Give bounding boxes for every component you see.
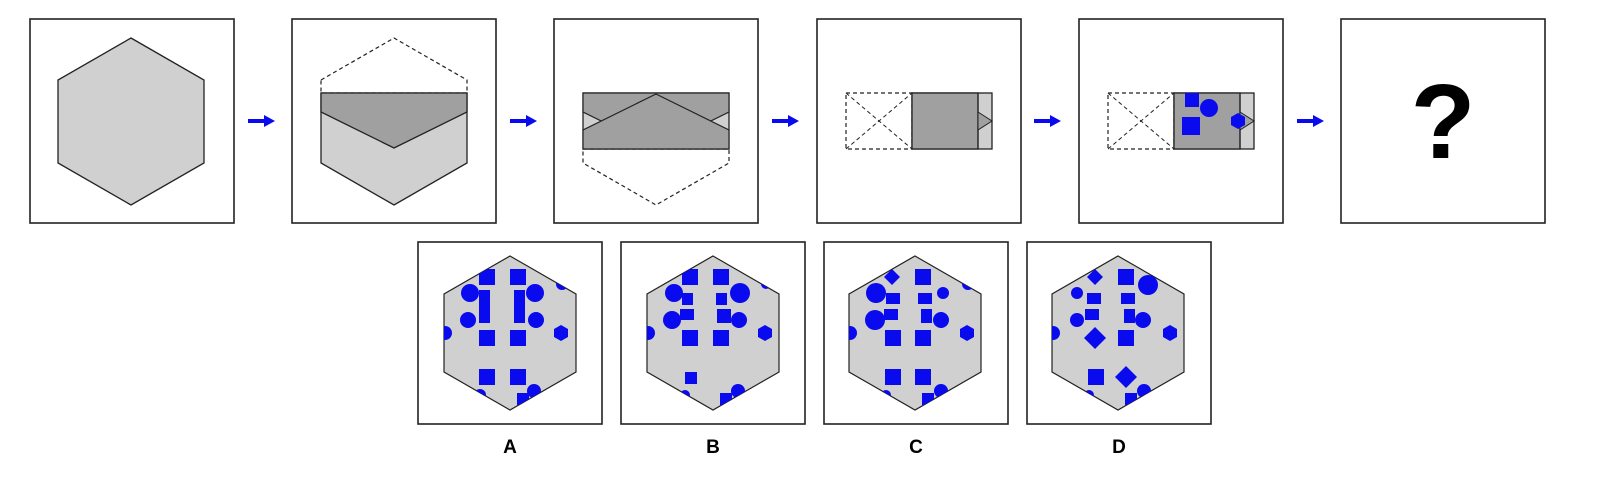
hexagon-icon bbox=[1231, 113, 1245, 129]
square-icon bbox=[918, 293, 932, 304]
square-icon bbox=[682, 293, 693, 305]
circle-icon bbox=[665, 284, 683, 302]
question-panel: ? bbox=[1340, 18, 1546, 224]
diamond-icon bbox=[1087, 269, 1103, 285]
square-icon bbox=[921, 309, 932, 323]
square-icon bbox=[1124, 309, 1135, 323]
strip-tip bbox=[977, 111, 993, 131]
square-icon bbox=[479, 369, 495, 385]
right-arrow-icon bbox=[248, 115, 275, 127]
circle-icon bbox=[1135, 312, 1151, 328]
right-arrow-icon bbox=[1297, 115, 1324, 127]
hexagon-sheet bbox=[57, 37, 205, 206]
step-1-panel bbox=[29, 18, 235, 224]
square-icon bbox=[510, 330, 526, 346]
fold-flap bbox=[320, 92, 468, 149]
circle-icon bbox=[1052, 326, 1060, 340]
square-icon bbox=[479, 290, 490, 323]
circle-icon bbox=[528, 312, 544, 328]
hexagon-icon bbox=[758, 325, 772, 341]
circle-icon bbox=[526, 284, 544, 302]
diamond-icon bbox=[1115, 366, 1137, 388]
square-icon bbox=[682, 269, 698, 285]
option-d[interactable] bbox=[1026, 241, 1212, 425]
square-icon bbox=[1121, 293, 1135, 304]
step-3-panel bbox=[553, 18, 759, 224]
hexagon-icon bbox=[554, 325, 568, 341]
square-icon bbox=[886, 293, 900, 304]
diamond-icon bbox=[1084, 327, 1106, 349]
circle-icon bbox=[1070, 313, 1084, 327]
square-icon bbox=[1088, 369, 1104, 385]
square-icon bbox=[1087, 293, 1101, 304]
square-icon bbox=[717, 309, 731, 323]
question-frame bbox=[1340, 18, 1546, 224]
circle-icon bbox=[866, 283, 886, 303]
circle-icon bbox=[1200, 99, 1218, 117]
square-icon bbox=[885, 330, 901, 346]
step-5-panel bbox=[1078, 18, 1284, 224]
fold-flap bbox=[911, 92, 979, 150]
circle-icon bbox=[663, 311, 681, 329]
option-d-label[interactable]: D bbox=[1112, 437, 1126, 458]
option-c-holes bbox=[849, 264, 974, 405]
option-c-label[interactable]: C bbox=[909, 437, 923, 458]
square-icon bbox=[514, 290, 525, 323]
square-icon bbox=[1085, 309, 1099, 320]
circle-icon bbox=[933, 312, 949, 328]
square-icon bbox=[716, 293, 727, 305]
square-icon bbox=[682, 330, 698, 346]
square-icon bbox=[915, 369, 931, 385]
question-mark: ? bbox=[1411, 63, 1476, 181]
circle-icon bbox=[731, 312, 747, 328]
circle-icon bbox=[1138, 275, 1158, 295]
option-a[interactable] bbox=[417, 241, 603, 425]
hexagon-icon bbox=[1163, 325, 1177, 341]
option-a-label[interactable]: A bbox=[503, 437, 517, 458]
right-arrow-icon bbox=[510, 115, 537, 127]
square-icon bbox=[713, 269, 729, 285]
square-icon bbox=[510, 269, 526, 285]
circle-icon bbox=[849, 326, 857, 340]
hexagon-icon bbox=[960, 325, 974, 341]
circle-icon bbox=[460, 312, 476, 328]
fold-flap-bottom bbox=[582, 93, 730, 150]
circle-icon bbox=[937, 287, 949, 299]
option-d-holes bbox=[1052, 264, 1177, 405]
option-b-label[interactable]: B bbox=[706, 437, 720, 458]
circle-icon bbox=[865, 310, 885, 330]
square-icon bbox=[884, 309, 898, 320]
circle-icon bbox=[1071, 287, 1083, 299]
square-icon bbox=[915, 269, 931, 285]
square-icon bbox=[479, 269, 495, 285]
step-2-panel bbox=[291, 18, 497, 224]
circle-icon bbox=[730, 283, 750, 303]
circle-icon bbox=[647, 326, 655, 340]
square-icon bbox=[915, 330, 931, 346]
square-icon bbox=[510, 369, 526, 385]
right-arrow-icon bbox=[772, 115, 799, 127]
crease-line bbox=[845, 92, 913, 150]
square-icon bbox=[1118, 269, 1134, 285]
square-icon bbox=[685, 372, 697, 384]
step-4-panel bbox=[816, 18, 1022, 224]
square-icon bbox=[680, 309, 694, 320]
crease-line bbox=[1107, 92, 1175, 150]
right-arrow-icon bbox=[1034, 115, 1061, 127]
option-c[interactable] bbox=[823, 241, 1009, 425]
circle-icon bbox=[444, 326, 452, 340]
square-icon bbox=[1185, 93, 1199, 107]
square-icon bbox=[1118, 330, 1134, 346]
square-icon bbox=[1182, 117, 1200, 135]
diamond-icon bbox=[884, 269, 900, 285]
square-icon bbox=[479, 330, 495, 346]
option-b[interactable] bbox=[620, 241, 806, 425]
folded-away-outline bbox=[320, 37, 468, 94]
square-icon bbox=[713, 330, 729, 346]
square-icon bbox=[885, 369, 901, 385]
circle-icon bbox=[461, 284, 479, 302]
